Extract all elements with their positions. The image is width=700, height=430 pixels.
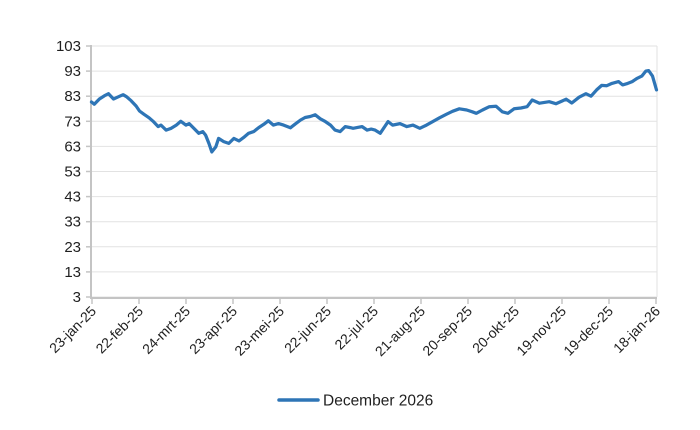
y-axis-tick-label: 43	[64, 189, 81, 206]
y-axis-tick-label: 63	[64, 138, 81, 155]
y-axis-tick-label: 23	[64, 239, 81, 256]
data-series	[89, 68, 659, 154]
y-axis-tick-label: 83	[64, 88, 81, 105]
x-axis-tick-label: 23-jan-25	[46, 303, 99, 356]
x-axis-tick-label: 22-feb-25	[92, 303, 146, 357]
x-axis-labels: 23-jan-2522-feb-2524-mrt-2523-apr-2523-m…	[46, 303, 663, 360]
series-line-december-2026	[89, 68, 659, 154]
axes	[86, 45, 657, 304]
y-axis-tick-label: 93	[64, 63, 81, 80]
x-axis-tick-label: 21-aug-25	[372, 303, 429, 360]
y-axis-labels: 3 13 23 33 43 53 63 73 83 93 103	[56, 38, 81, 306]
x-axis-tick-label: 23-mei-25	[231, 303, 287, 359]
y-axis-tick-label: 53	[64, 164, 81, 181]
x-axis-tick-label: 20-sep-25	[419, 303, 475, 359]
y-axis-tick-label: 103	[56, 38, 81, 55]
y-axis-tick-label: 3	[73, 289, 81, 306]
y-axis-tick-label: 13	[64, 264, 81, 281]
x-axis-tick-label: 18-jan-26	[610, 303, 663, 356]
y-axis-tick-label: 33	[64, 214, 81, 231]
gridlines	[91, 45, 658, 298]
x-axis-tick-label: 22-jun-25	[281, 303, 334, 356]
legend: December 2026	[277, 393, 433, 410]
legend-label: December 2026	[323, 393, 433, 410]
x-axis-tick-label: 19-dec-25	[560, 303, 616, 359]
y-axis-tick-label: 73	[64, 113, 81, 130]
x-axis-tick-label: 19-nov-25	[513, 303, 569, 359]
x-axis-tick-label: 24-mrt-25	[139, 303, 193, 357]
